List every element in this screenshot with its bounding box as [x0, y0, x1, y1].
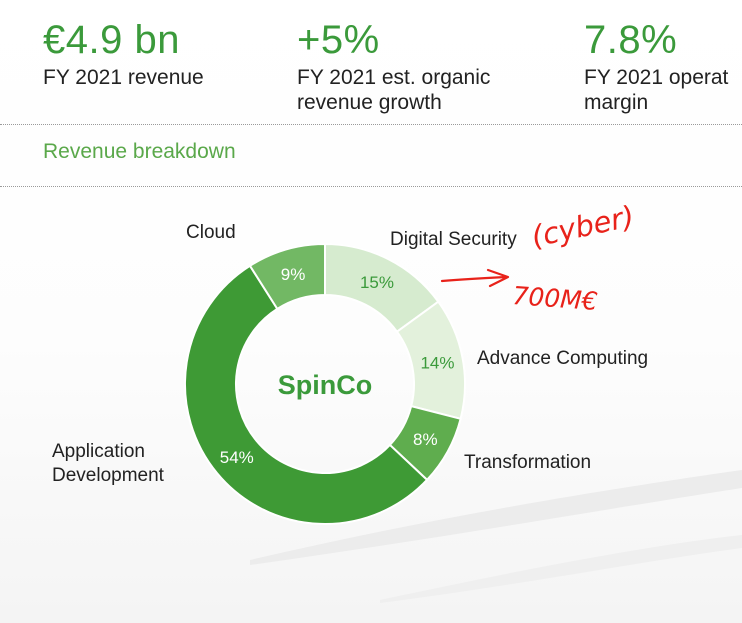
kpi-operating-margin-value: 7.8% [584, 18, 678, 62]
kpi-organic-growth-value: +5% [297, 18, 380, 62]
handwritten-note-cyber: (cyber) [528, 199, 637, 254]
kpi-organic-growth: +5% FY 2021 est. organic revenue growth [297, 18, 490, 115]
handwritten-note-amount: 700M€ [512, 281, 599, 316]
slice-label-advance-computing: Advance Computing [477, 348, 648, 369]
kpi-revenue: €4.9 bn FY 2021 revenue [43, 18, 204, 90]
handwritten-arrow [440, 268, 510, 288]
slice-cloud [248, 242, 326, 311]
divider-bottom [0, 186, 742, 187]
slice-value-advance-computing: 14% [420, 354, 454, 373]
kpi-operating-margin: 7.8% FY 2021 operat margin [584, 18, 742, 115]
kpi-revenue-label: FY 2021 revenue [43, 66, 204, 89]
slice-value-transformation: 8% [413, 430, 438, 449]
divider-top [0, 124, 742, 125]
slice-value-application-development: 54% [220, 448, 254, 467]
kpi-revenue-value: €4.9 bn [43, 18, 180, 62]
slice-application-development [184, 264, 429, 525]
slice-label-digital-security: Digital Security [390, 229, 517, 250]
slice-label-transformation: Transformation [464, 452, 591, 473]
slice-label-application-development: Application Development [52, 441, 165, 486]
donut-center-label: SpinCo [278, 370, 373, 400]
section-title: Revenue breakdown [43, 140, 236, 163]
slice-value-cloud: 9% [281, 265, 306, 284]
kpi-organic-growth-label: FY 2021 est. organic revenue growth [297, 66, 491, 114]
slice-label-cloud: Cloud [186, 222, 236, 243]
slice-value-digital-security: 15% [360, 273, 394, 292]
kpi-operating-margin-label: FY 2021 operat margin [584, 66, 729, 114]
